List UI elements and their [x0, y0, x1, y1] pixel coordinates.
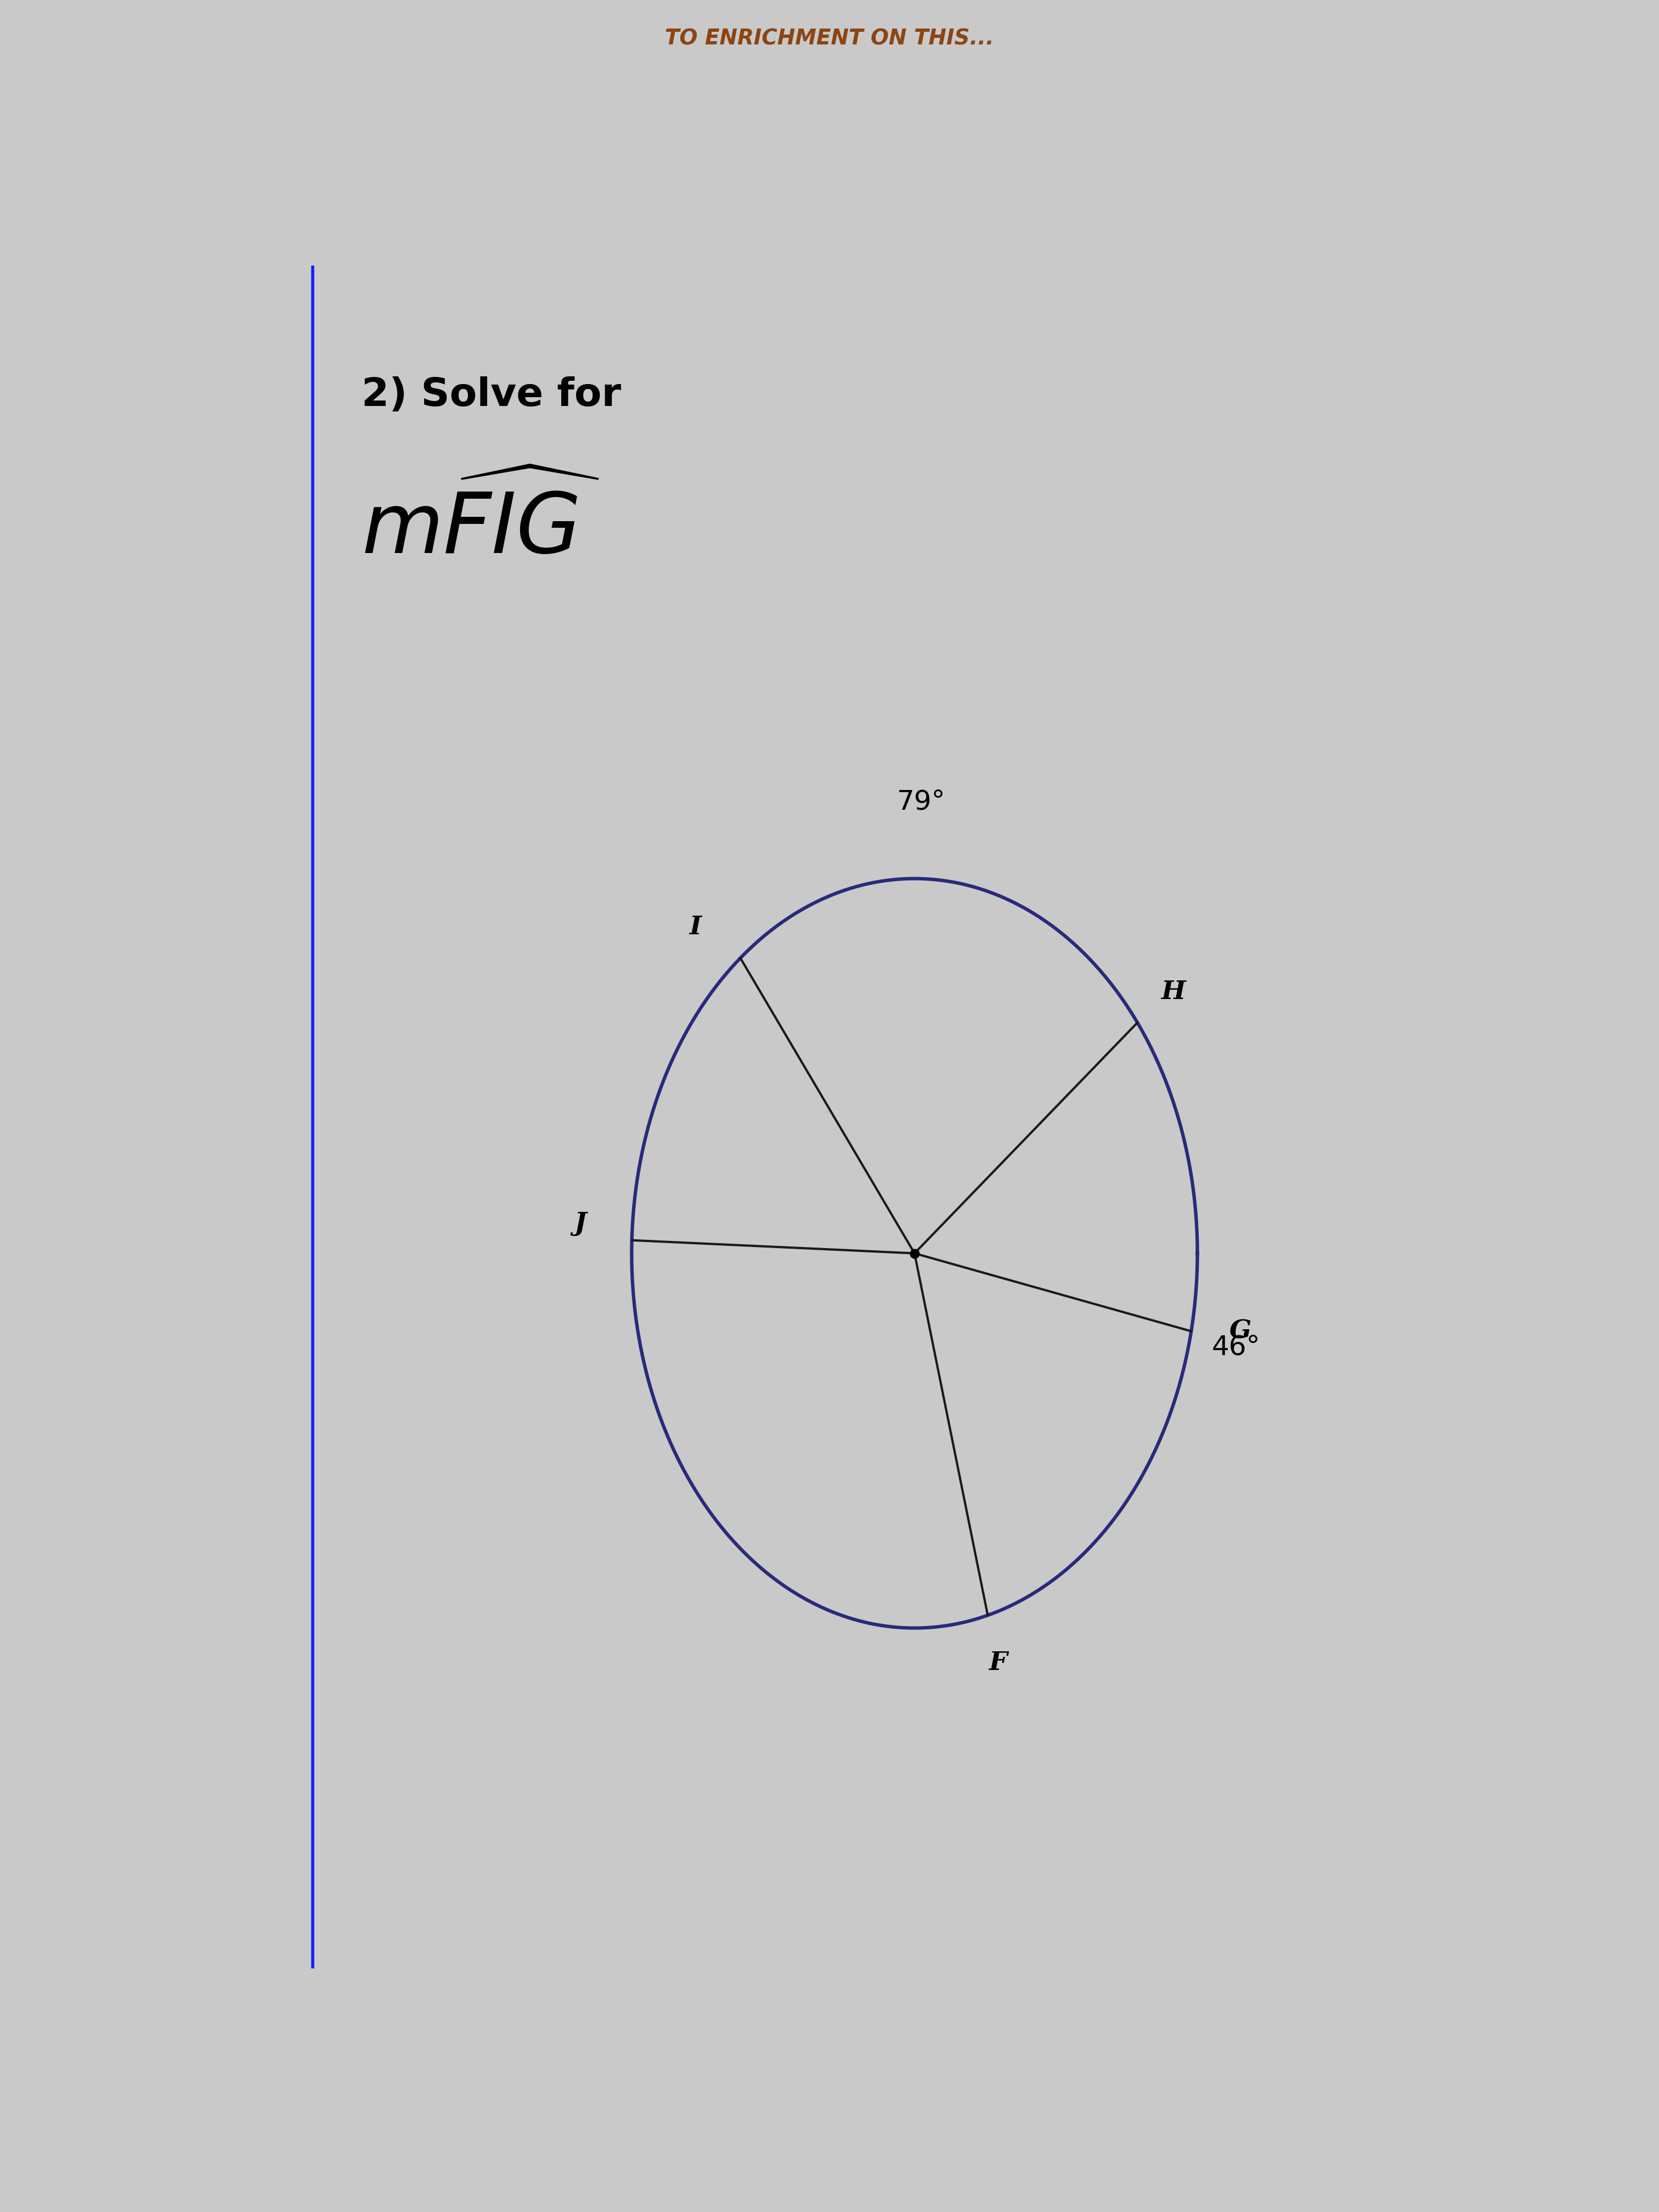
- Text: G: G: [1229, 1318, 1251, 1345]
- Text: 2) Solve for: 2) Solve for: [362, 376, 620, 414]
- Text: TO ENRICHMENT ON THIS...: TO ENRICHMENT ON THIS...: [665, 29, 994, 49]
- Text: I: I: [688, 916, 702, 940]
- Text: H: H: [1161, 980, 1186, 1004]
- Text: 46°: 46°: [1211, 1334, 1261, 1360]
- Text: 79°: 79°: [896, 790, 946, 816]
- Text: $m\widehat{FIG}$: $m\widehat{FIG}$: [362, 478, 599, 571]
- Text: F: F: [989, 1650, 1007, 1674]
- Text: J: J: [574, 1210, 587, 1237]
